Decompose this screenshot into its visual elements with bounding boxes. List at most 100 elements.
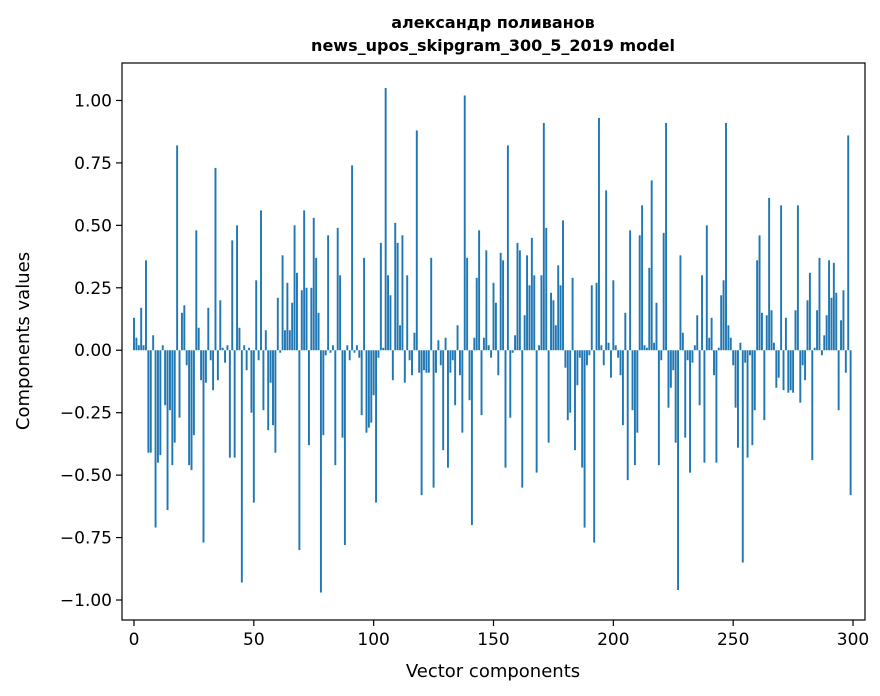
bar-61 bbox=[279, 350, 282, 353]
bar-62 bbox=[281, 255, 284, 351]
bar-127 bbox=[437, 340, 440, 351]
bar-132 bbox=[449, 350, 452, 373]
bar-198 bbox=[607, 342, 610, 351]
bar-2 bbox=[137, 345, 140, 351]
y-tick-label: −1.00 bbox=[60, 591, 112, 611]
bar-118 bbox=[415, 130, 418, 351]
bar-290 bbox=[828, 260, 831, 351]
bar-276 bbox=[794, 310, 797, 351]
bar-251 bbox=[734, 350, 737, 408]
bar-11 bbox=[159, 350, 162, 456]
bar-144 bbox=[478, 230, 481, 351]
bar-26 bbox=[195, 230, 198, 351]
bar-8 bbox=[152, 335, 155, 351]
bar-111 bbox=[399, 325, 401, 351]
bar-76 bbox=[315, 257, 318, 351]
bar-272 bbox=[784, 317, 787, 351]
bar-139 bbox=[466, 257, 469, 351]
bar-260 bbox=[756, 260, 759, 351]
bar-201 bbox=[614, 345, 617, 351]
bar-264 bbox=[765, 315, 768, 351]
bar-246 bbox=[722, 280, 725, 351]
bar-71 bbox=[303, 210, 306, 351]
bar-17 bbox=[173, 350, 176, 443]
bar-56 bbox=[267, 350, 270, 431]
x-tick-label: 250 bbox=[717, 630, 749, 650]
bar-32 bbox=[209, 350, 212, 361]
y-tick-label: −0.50 bbox=[60, 466, 112, 486]
bar-53 bbox=[260, 210, 262, 351]
bar-167 bbox=[533, 275, 536, 351]
bar-230 bbox=[684, 350, 687, 438]
bar-243 bbox=[715, 350, 718, 463]
bar-141 bbox=[470, 350, 473, 526]
bar-226 bbox=[674, 350, 677, 443]
bar-286 bbox=[818, 257, 821, 351]
bar-122 bbox=[425, 350, 428, 373]
bar-263 bbox=[763, 350, 766, 421]
bar-104 bbox=[382, 347, 385, 351]
bar-60 bbox=[276, 297, 279, 351]
bar-173 bbox=[547, 350, 550, 443]
bar-75 bbox=[312, 217, 315, 351]
x-tick-label: 0 bbox=[129, 630, 140, 650]
bar-82 bbox=[329, 350, 332, 353]
bar-288 bbox=[823, 335, 826, 351]
bar-45 bbox=[240, 350, 243, 583]
bar-106 bbox=[387, 275, 389, 351]
bar-240 bbox=[708, 337, 711, 351]
bar-107 bbox=[389, 295, 392, 351]
bar-52 bbox=[257, 350, 260, 361]
bar-120 bbox=[420, 350, 423, 496]
bar-194 bbox=[598, 117, 600, 351]
bar-298 bbox=[847, 135, 850, 351]
bar-114 bbox=[406, 275, 409, 351]
bar-126 bbox=[435, 350, 437, 373]
bar-255 bbox=[744, 350, 747, 363]
bar-20 bbox=[180, 312, 183, 351]
bar-96 bbox=[363, 257, 366, 351]
bar-242 bbox=[713, 350, 715, 376]
bar-282 bbox=[808, 272, 811, 351]
bar-180 bbox=[564, 350, 567, 368]
bar-271 bbox=[782, 350, 785, 391]
bar-270 bbox=[780, 205, 783, 351]
bar-181 bbox=[566, 350, 569, 421]
bar-5 bbox=[145, 260, 147, 351]
bar-158 bbox=[511, 350, 514, 353]
bar-203 bbox=[619, 350, 622, 376]
bar-146 bbox=[482, 337, 485, 351]
bar-152 bbox=[497, 350, 500, 376]
bar-70 bbox=[300, 290, 303, 351]
bar-206 bbox=[626, 350, 629, 481]
bar-274 bbox=[789, 350, 792, 391]
bar-143 bbox=[475, 277, 478, 351]
bar-238 bbox=[703, 350, 706, 463]
bar-223 bbox=[667, 350, 670, 408]
bar-244 bbox=[717, 347, 720, 351]
bar-196 bbox=[602, 350, 605, 366]
bar-245 bbox=[720, 295, 723, 351]
bar-72 bbox=[305, 287, 308, 351]
bar-231 bbox=[686, 350, 689, 361]
bar-149 bbox=[490, 350, 493, 358]
bar-65 bbox=[288, 330, 291, 351]
bar-280 bbox=[804, 350, 807, 381]
bar-295 bbox=[840, 320, 842, 351]
bar-299 bbox=[849, 350, 852, 496]
bar-148 bbox=[487, 345, 490, 351]
bar-93 bbox=[355, 345, 358, 351]
bar-103 bbox=[379, 242, 382, 351]
bar-136 bbox=[458, 350, 461, 376]
bar-44 bbox=[238, 327, 241, 351]
bar-291 bbox=[830, 297, 833, 351]
bar-252 bbox=[737, 350, 739, 448]
bar-78 bbox=[319, 350, 322, 593]
bar-204 bbox=[621, 350, 624, 426]
bar-13 bbox=[164, 350, 167, 406]
x-tick-label: 200 bbox=[597, 630, 629, 650]
bar-124 bbox=[430, 257, 433, 351]
bar-135 bbox=[456, 325, 459, 351]
bar-183 bbox=[571, 277, 574, 351]
